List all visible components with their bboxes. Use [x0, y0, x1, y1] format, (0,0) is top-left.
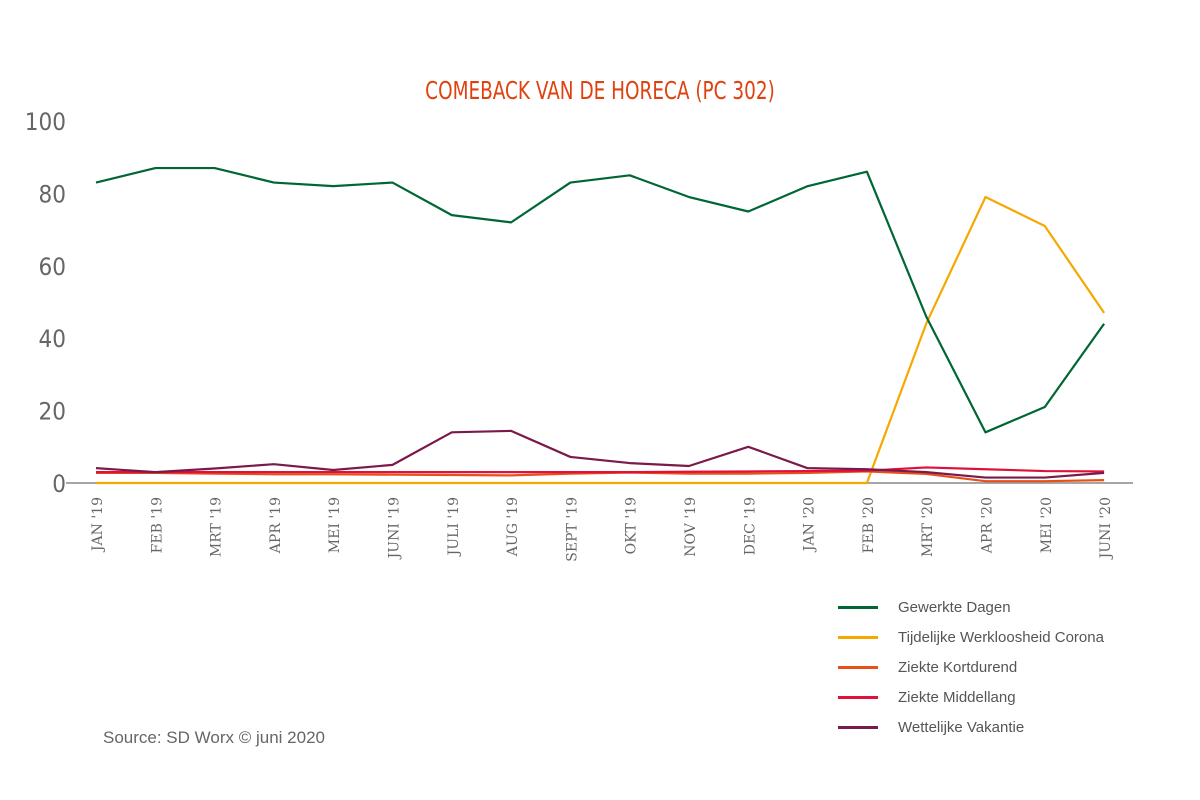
legend-item: Wettelijke Vakantie	[838, 712, 1104, 742]
y-tick-label: 100	[25, 108, 66, 136]
x-tick-label: MRT '19	[209, 497, 225, 557]
legend-swatch	[838, 725, 878, 729]
legend-swatch	[838, 635, 878, 639]
source-note: Source: SD Worx © juni 2020	[103, 728, 325, 747]
series-line-wettelijke-vakantie	[95, 429, 1105, 479]
legend-item: Tijdelijke Werkloosheid Corona	[838, 622, 1104, 652]
series-line-gewerkte-dagen	[95, 166, 1105, 434]
series-line-ziekte-middellang	[96, 466, 1105, 474]
series-line-tijdelijke-werkloosheid-corona	[96, 195, 1106, 485]
legend-swatch	[838, 695, 878, 699]
x-tick-label: NOV '19	[683, 497, 699, 557]
x-tick-label: JUNI '19	[387, 497, 403, 560]
legend-label: Ziekte Middellang	[898, 688, 1016, 706]
x-tick-label: DEC '19	[742, 497, 758, 555]
y-tick-label: 0	[52, 470, 66, 498]
x-tick-label: MEI '19	[327, 497, 343, 553]
chart-title: COMEBACK VAN DE HORECA (PC 302)	[425, 76, 775, 105]
legend-label: Wettelijke Vakantie	[898, 718, 1025, 736]
legend-label: Gewerkte Dagen	[898, 598, 1011, 616]
legend-swatch	[838, 605, 878, 609]
x-tick-label: SEPT '19	[564, 497, 580, 562]
y-tick-label: 20	[39, 398, 66, 426]
y-tick-label: 40	[39, 325, 66, 353]
legend: Gewerkte Dagen Tijdelijke Werkloosheid Co…	[838, 592, 1104, 742]
x-tick-label: MRT '20	[920, 497, 936, 557]
x-tick-label: APR '20	[980, 497, 996, 554]
legend-item: Gewerkte Dagen	[838, 592, 1104, 622]
legend-item: Ziekte Middellang	[838, 682, 1104, 712]
y-tick-label: 80	[39, 180, 66, 208]
legend-label: Ziekte Kortdurend	[898, 658, 1018, 676]
x-tick-label: MEI '20	[1039, 497, 1055, 553]
x-tick-label: JULI '19	[446, 497, 462, 557]
legend-label: Tijdelijke Werkloosheid Corona	[898, 628, 1104, 646]
x-tick-label: JAN '19	[90, 497, 106, 553]
y-tick-label: 60	[39, 253, 66, 281]
x-tick-label: FEB '19	[149, 497, 165, 553]
legend-swatch	[838, 665, 878, 669]
x-tick-label: JUNI '20	[1098, 497, 1114, 560]
x-tick-label: JAN '20	[802, 497, 818, 553]
x-tick-label: FEB '20	[861, 497, 877, 553]
legend-item: Ziekte Kortdurend	[838, 652, 1104, 682]
x-tick-label: AUG '19	[505, 497, 521, 557]
x-tick-label: APR '19	[268, 497, 284, 554]
x-tick-label: OKT '19	[624, 497, 640, 554]
